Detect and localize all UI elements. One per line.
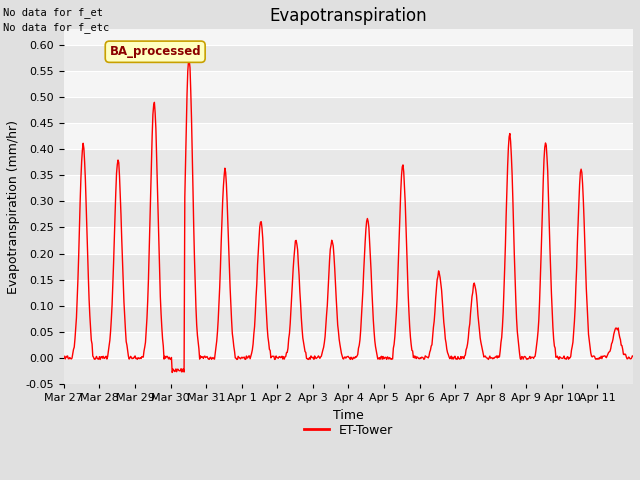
Bar (64, 149, 633, 175)
Bar (64, 228, 633, 253)
Bar (64, 175, 633, 202)
Legend: ET-Tower: ET-Tower (299, 419, 398, 442)
Bar (64, 71, 633, 97)
Bar (64, 280, 633, 306)
Y-axis label: Evapotranspiration (mm/hr): Evapotranspiration (mm/hr) (7, 120, 20, 294)
Bar (64, 202, 633, 228)
Bar (64, 123, 633, 149)
X-axis label: Time: Time (333, 408, 364, 421)
Bar (64, 253, 633, 280)
Title: Evapotranspiration: Evapotranspiration (269, 7, 428, 25)
Bar (64, 358, 633, 384)
Text: No data for f_et: No data for f_et (3, 7, 103, 18)
Bar (64, 332, 633, 358)
Bar (64, 97, 633, 123)
Text: BA_processed: BA_processed (109, 45, 201, 58)
Bar (64, 45, 633, 71)
Text: No data for f_etc: No data for f_etc (3, 22, 109, 33)
Bar (64, 306, 633, 332)
